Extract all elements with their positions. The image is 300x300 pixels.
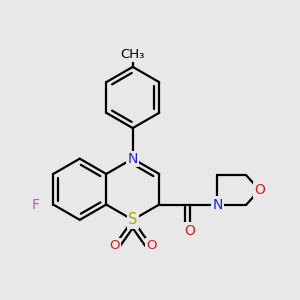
Text: O: O [254,183,265,197]
Text: CH₃: CH₃ [121,48,145,61]
Text: N: N [128,152,138,166]
Text: O: O [109,239,120,252]
Text: N: N [212,198,223,212]
Text: O: O [184,224,195,238]
Text: S: S [128,212,137,227]
Text: O: O [146,239,156,252]
Text: F: F [31,198,39,212]
